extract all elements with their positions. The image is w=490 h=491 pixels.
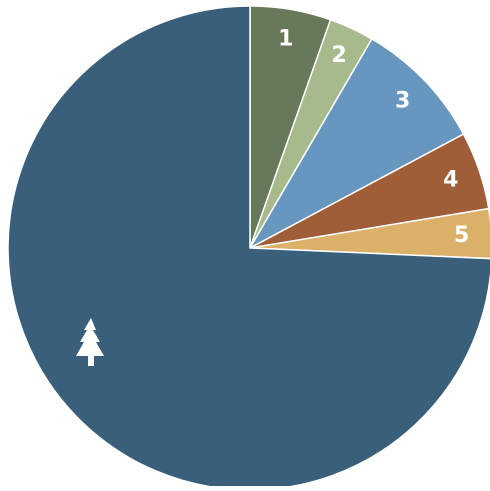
slice-label-4: 4: [443, 168, 458, 193]
slice-label-3: 3: [395, 88, 410, 113]
pie-slice-5: [249, 207, 490, 260]
slice-label-5: 5: [454, 223, 469, 248]
slice-label-1: 1: [278, 27, 293, 52]
slices-layer: [7, 5, 490, 491]
labels-layer: 1 2 3 4 5: [278, 27, 469, 248]
pie-slice-main: [7, 5, 490, 491]
slice-label-2: 2: [331, 43, 346, 68]
icon-layer: [76, 318, 104, 366]
tree-icon: [76, 318, 104, 366]
pie-slice-3: [248, 37, 465, 250]
